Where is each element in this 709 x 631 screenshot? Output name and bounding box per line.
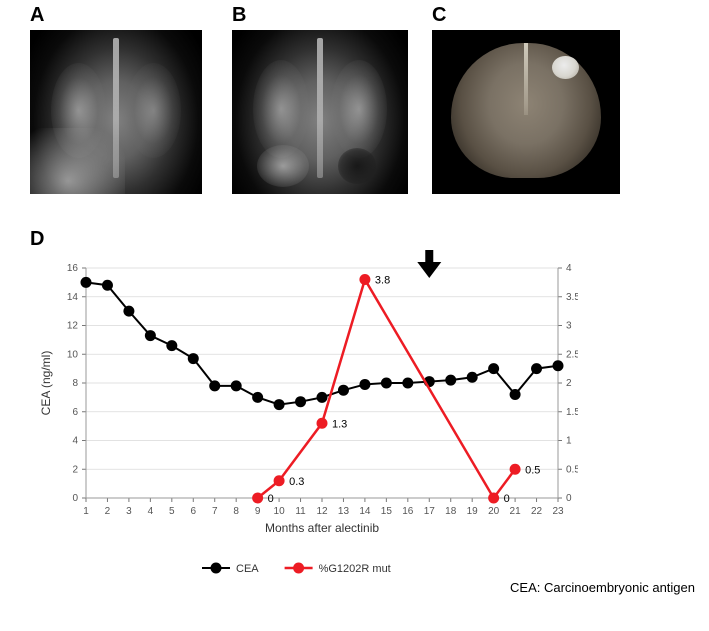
svg-text:14: 14: [359, 506, 371, 517]
chart-d: 024681012141600.511.522.533.541234567891…: [30, 250, 578, 590]
svg-text:4: 4: [72, 436, 78, 447]
svg-text:0: 0: [504, 493, 510, 505]
svg-text:13: 13: [338, 506, 350, 517]
svg-text:22: 22: [531, 506, 543, 517]
svg-text:3: 3: [126, 506, 132, 517]
svg-text:8: 8: [233, 506, 239, 517]
panel-d-label: D: [30, 228, 44, 251]
svg-text:16: 16: [402, 506, 414, 517]
svg-text:%G1202R mut: %G1202R mut: [319, 563, 391, 575]
svg-text:0.5: 0.5: [525, 464, 540, 476]
svg-text:CEA (ng/ml): CEA (ng/ml): [39, 351, 53, 416]
svg-text:3.8: 3.8: [375, 275, 390, 287]
svg-text:19: 19: [467, 506, 479, 517]
svg-text:3.5: 3.5: [566, 292, 578, 303]
svg-text:11: 11: [295, 506, 306, 517]
svg-text:4: 4: [566, 263, 572, 274]
svg-text:12: 12: [316, 506, 328, 517]
panel-c-label: C: [432, 4, 446, 27]
svg-text:6: 6: [72, 407, 78, 418]
svg-text:21: 21: [510, 506, 522, 517]
svg-text:0: 0: [566, 493, 572, 504]
svg-text:14: 14: [67, 292, 79, 303]
svg-text:4: 4: [148, 506, 154, 517]
svg-text:CEA: CEA: [236, 563, 259, 575]
panel-c-mri: [432, 30, 620, 194]
svg-text:Months after alectinib: Months after alectinib: [265, 521, 379, 535]
svg-text:18: 18: [445, 506, 457, 517]
svg-text:1.5: 1.5: [566, 407, 578, 418]
panel-a-xray: [30, 30, 202, 194]
svg-text:5: 5: [169, 506, 175, 517]
svg-text:3: 3: [566, 321, 572, 332]
panel-b-xray: [232, 30, 408, 194]
svg-text:17: 17: [424, 506, 436, 517]
svg-text:23: 23: [552, 506, 564, 517]
svg-text:2: 2: [566, 378, 572, 389]
svg-text:7: 7: [212, 506, 218, 517]
svg-text:15: 15: [381, 506, 393, 517]
svg-text:0.3: 0.3: [289, 476, 304, 488]
svg-text:16: 16: [67, 263, 79, 274]
svg-text:10: 10: [67, 349, 79, 360]
svg-text:1.3: 1.3: [332, 418, 347, 430]
svg-text:10: 10: [274, 506, 286, 517]
svg-text:9: 9: [255, 506, 261, 517]
panel-a-label: A: [30, 4, 44, 27]
svg-text:1: 1: [566, 436, 572, 447]
svg-text:8: 8: [72, 378, 78, 389]
svg-text:12: 12: [67, 321, 79, 332]
svg-text:2: 2: [72, 464, 78, 475]
panel-b-label: B: [232, 4, 246, 27]
footnote-cea: CEA: Carcinoembryonic antigen: [510, 580, 695, 595]
svg-text:1: 1: [83, 506, 89, 517]
svg-text:20: 20: [488, 506, 500, 517]
svg-text:0.5: 0.5: [566, 464, 578, 475]
svg-text:6: 6: [190, 506, 196, 517]
svg-text:0: 0: [72, 493, 78, 504]
svg-text:2: 2: [105, 506, 111, 517]
svg-text:0: 0: [268, 493, 274, 505]
svg-text:2.5: 2.5: [566, 349, 578, 360]
